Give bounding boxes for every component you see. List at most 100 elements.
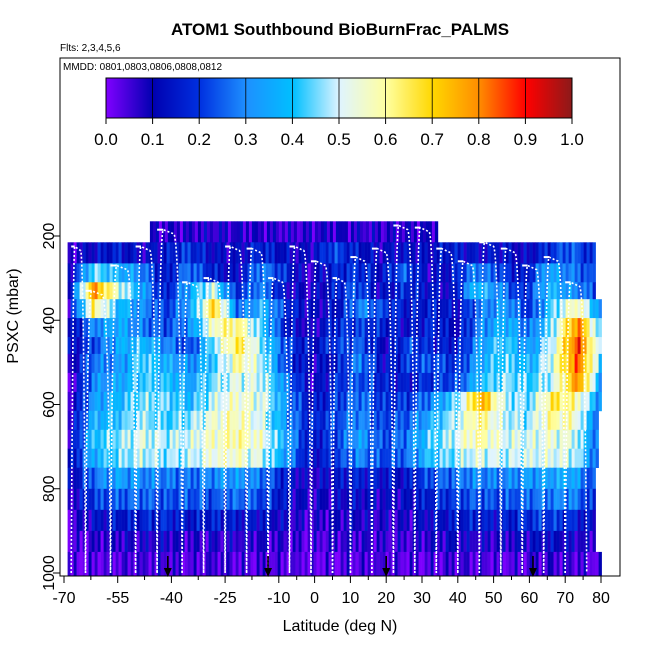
- heatmap-cell: [127, 467, 131, 490]
- heatmap-cell: [499, 391, 503, 412]
- heatmap-cell: [547, 410, 551, 431]
- heatmap-cell: [439, 242, 443, 264]
- heatmap-cell: [424, 282, 428, 300]
- heatmap-cell: [184, 551, 188, 576]
- heatmap-cell: [505, 551, 509, 576]
- heatmap-cell: [163, 410, 167, 431]
- heatmap-cell: [565, 391, 569, 412]
- heatmap-cell: [214, 282, 218, 300]
- colorbar-swatch: [351, 78, 353, 118]
- heatmap-cell: [124, 467, 128, 490]
- heatmap-cell: [175, 530, 179, 553]
- heatmap-cell: [361, 410, 365, 431]
- heatmap-cell: [82, 530, 86, 553]
- heatmap-cell: [514, 410, 518, 431]
- heatmap-cell: [280, 467, 284, 490]
- heatmap-cell: [283, 353, 287, 374]
- heatmap-cell: [100, 509, 104, 532]
- heatmap-cell: [100, 318, 104, 338]
- heatmap-cell: [373, 551, 377, 576]
- heatmap-cell: [547, 242, 551, 264]
- heatmap-cell: [427, 551, 431, 576]
- heatmap-cell: [91, 530, 95, 553]
- heatmap-cell: [463, 337, 467, 355]
- heatmap-cell: [496, 318, 500, 338]
- heatmap-cell: [262, 318, 266, 338]
- heatmap-cell: [133, 391, 137, 412]
- heatmap-cell: [157, 242, 161, 264]
- heatmap-cell: [118, 467, 122, 490]
- heatmap-cell: [226, 353, 230, 374]
- heatmap-cell: [244, 242, 248, 264]
- heatmap-cell: [373, 467, 377, 490]
- heatmap-cell: [562, 263, 566, 283]
- heatmap-cell: [535, 391, 539, 412]
- heatmap-cell: [307, 318, 311, 338]
- heatmap-cell: [100, 242, 104, 264]
- heatmap-cell: [199, 488, 203, 511]
- heatmap-cell: [370, 263, 374, 283]
- x-tick-label: -70: [52, 590, 75, 607]
- heatmap-cell: [415, 488, 419, 511]
- heatmap-cell: [277, 353, 281, 374]
- heatmap-cell: [421, 551, 425, 576]
- heatmap-cell: [223, 318, 227, 338]
- heatmap-cell: [337, 391, 341, 412]
- heatmap-cell: [313, 242, 317, 264]
- heatmap-cell: [73, 282, 77, 300]
- heatmap-cell: [223, 353, 227, 374]
- heatmap-cell: [130, 410, 134, 431]
- heatmap-cell: [148, 282, 152, 300]
- heatmap-cell: [202, 530, 206, 553]
- colorbar-swatch: [210, 78, 212, 118]
- heatmap-cell: [271, 530, 275, 553]
- colorbar-swatch: [466, 78, 468, 118]
- heatmap-cell: [163, 391, 167, 412]
- colorbar-swatch: [277, 78, 279, 118]
- colorbar-swatch: [217, 78, 219, 118]
- colorbar-swatch: [208, 78, 210, 118]
- heatmap-cell: [172, 488, 176, 511]
- heatmap-cell: [239, 221, 244, 243]
- heatmap-cell: [568, 551, 572, 576]
- heatmap-cell: [505, 353, 509, 374]
- colorbar-swatch: [201, 78, 203, 118]
- heatmap-cell: [145, 448, 149, 468]
- heatmap-cell: [259, 337, 263, 355]
- heatmap-cell: [403, 282, 407, 300]
- heatmap-cell: [142, 242, 146, 264]
- heatmap-cell: [268, 282, 272, 300]
- heatmap-cell: [250, 509, 254, 532]
- colorbar-swatch: [382, 78, 384, 118]
- heatmap-cell: [259, 488, 263, 511]
- heatmap-cell: [406, 242, 410, 264]
- heatmap-cell: [169, 448, 173, 468]
- heatmap-cell: [145, 509, 149, 532]
- heatmap-cell: [289, 263, 293, 283]
- heatmap-cell: [388, 530, 392, 553]
- heatmap-cell: [571, 448, 575, 468]
- heatmap-cell: [574, 263, 578, 283]
- heatmap-cell: [274, 263, 278, 283]
- heatmap-cell: [418, 488, 422, 511]
- heatmap-cell: [538, 429, 542, 450]
- heatmap-cell: [211, 429, 215, 450]
- colorbar-swatch: [283, 78, 285, 118]
- heatmap-cell: [94, 551, 98, 576]
- heatmap-cell: [517, 391, 521, 412]
- heatmap-cell: [367, 263, 371, 283]
- heatmap-cell: [151, 299, 155, 319]
- heatmap-cell: [532, 263, 536, 283]
- heatmap-cell: [151, 242, 155, 264]
- heatmap-cell: [415, 337, 419, 355]
- colorbar-swatch: [160, 78, 162, 118]
- heatmap-cell: [271, 299, 275, 319]
- heatmap-cell: [175, 242, 179, 264]
- heatmap-cell: [493, 467, 497, 490]
- heatmap-cell: [403, 391, 407, 412]
- colorbar-swatch: [512, 78, 514, 118]
- heatmap-cell: [298, 353, 302, 374]
- heatmap-cell: [142, 299, 146, 319]
- heatmap-cell: [127, 282, 131, 300]
- heatmap-cell: [400, 282, 404, 300]
